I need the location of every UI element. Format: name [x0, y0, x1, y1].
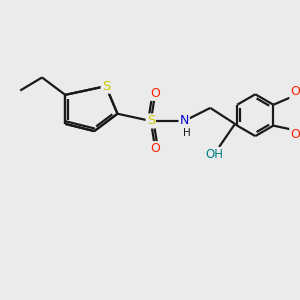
Text: O: O [150, 87, 160, 100]
Text: N: N [179, 115, 189, 128]
Text: S: S [102, 80, 110, 93]
Text: O: O [150, 142, 160, 155]
Text: H: H [183, 128, 190, 138]
Text: OH: OH [206, 148, 224, 161]
Text: S: S [147, 115, 155, 128]
Text: O: O [290, 85, 300, 98]
Text: O: O [290, 128, 300, 141]
